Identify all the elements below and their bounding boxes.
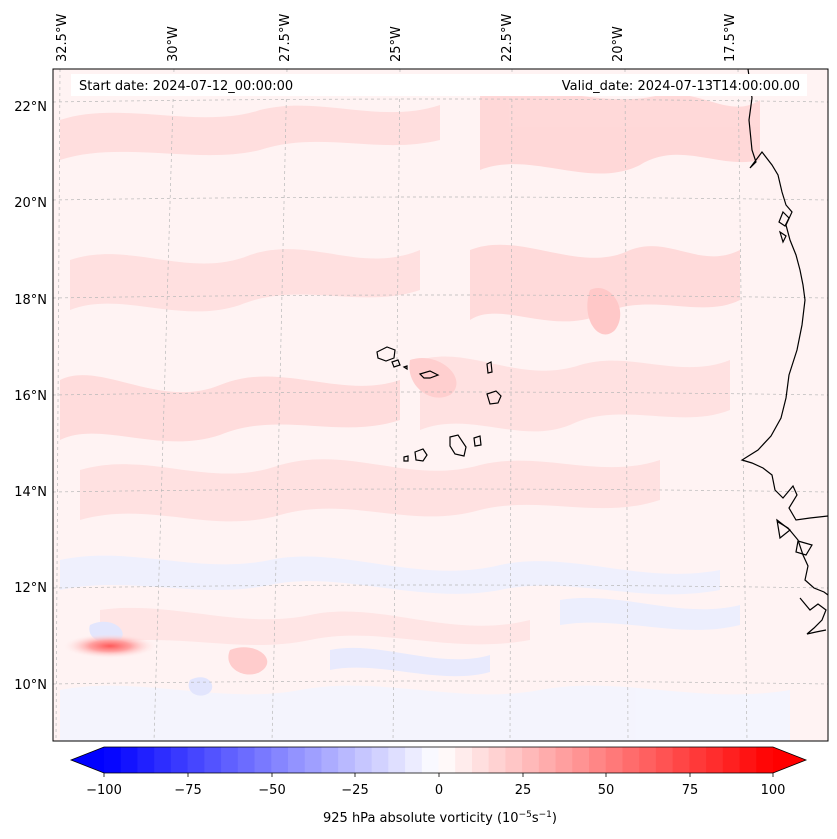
colorbar-cell — [739, 747, 757, 773]
lon-label: 20°W — [611, 26, 626, 62]
colorbar-ticks — [103, 773, 774, 777]
colorbar-cell — [505, 747, 523, 773]
lon-label: 25°W — [389, 26, 404, 62]
vorticity-maximum — [64, 634, 156, 658]
colorbar-cell — [321, 747, 339, 773]
lon-label: 32.5°W — [55, 14, 70, 62]
lat-label: 22°N — [14, 100, 47, 115]
colorbar-label: 925 hPa absolute vorticity (10−5s−1) — [323, 810, 557, 826]
lon-label: 30°W — [166, 26, 181, 62]
colorbar-tick-label: 100 — [761, 783, 786, 798]
colorbar-cell — [154, 747, 172, 773]
lat-label: 18°N — [14, 293, 47, 308]
colorbar-cell — [639, 747, 657, 773]
lat-label: 10°N — [14, 678, 47, 693]
island-santiago — [449, 434, 467, 457]
colorbar-cell — [488, 747, 506, 773]
lat-label: 20°N — [14, 196, 47, 211]
vorticity-field — [60, 87, 790, 741]
header-box — [71, 74, 807, 96]
colorbar-cell — [354, 747, 373, 773]
colorbar-cell — [388, 747, 406, 773]
colorbar-tick-labels: −100 −75 −50 −25 0 25 50 75 100 — [86, 783, 785, 798]
island-sal — [486, 361, 493, 374]
island-sao-nicolau — [418, 370, 440, 379]
graticule — [53, 69, 828, 741]
colorbar-tick-label: 0 — [435, 783, 443, 798]
colorbar-cell — [522, 747, 540, 773]
colorbar-cell — [187, 747, 205, 773]
map-frame — [52, 68, 829, 742]
colorbar-extend-min — [71, 747, 104, 773]
colorbar-tick-label: 75 — [682, 783, 699, 798]
colorbar-cell — [237, 747, 256, 773]
colorbar-cell — [170, 747, 189, 773]
colorbar-cell — [104, 747, 122, 773]
colorbar-tick-label: −100 — [86, 783, 122, 798]
lon-label: 22.5°W — [500, 14, 515, 62]
colorbar-cell — [756, 747, 774, 773]
colorbar-cell — [371, 747, 389, 773]
colorbar-cell — [589, 747, 607, 773]
island-fogo — [414, 448, 428, 462]
colorbar-cell — [605, 747, 624, 773]
island-santo-antao — [376, 346, 396, 362]
colorbar-cell — [706, 747, 724, 773]
longitude-labels: 32.5°W 30°W 27.5°W 25°W 22.5°W 20°W 17.5… — [55, 14, 738, 62]
latitude-labels: 22°N 20°N 18°N 16°N 14°N 12°N 10°N — [14, 100, 47, 693]
colorbar-cells — [71, 747, 806, 773]
colorbar-cell — [287, 747, 306, 773]
lon-label: 27.5°W — [278, 14, 293, 62]
colorbar-cell — [421, 747, 440, 773]
lat-label: 16°N — [14, 389, 47, 404]
cape-verde-islands — [376, 346, 502, 462]
colorbar-cell — [655, 747, 674, 773]
colorbar-cell — [572, 747, 590, 773]
colorbar-cell — [204, 747, 222, 773]
colorbar-cell — [137, 747, 155, 773]
lat-label: 12°N — [14, 581, 47, 596]
coastline — [740, 69, 828, 635]
colorbar-tick-label: −50 — [258, 783, 285, 798]
colorbar-cell — [338, 747, 356, 773]
colorbar-cell — [438, 747, 456, 773]
colorbar-extend-max — [773, 747, 806, 773]
island-sao-vicente — [391, 359, 401, 368]
colorbar-cell — [622, 747, 640, 773]
colorbar-cell — [689, 747, 707, 773]
colorbar-cell — [254, 747, 272, 773]
colorbar-cell — [555, 747, 573, 773]
island-maio — [473, 435, 482, 447]
colorbar-cell — [471, 747, 490, 773]
colorbar-cell — [455, 747, 473, 773]
island-brava — [403, 455, 409, 462]
colorbar-cell — [221, 747, 239, 773]
island-boa-vista — [486, 390, 502, 405]
colorbar-cell — [672, 747, 690, 773]
colorbar-tick-label: 25 — [515, 783, 532, 798]
colorbar-tick-label: 50 — [598, 783, 615, 798]
map-panel — [53, 69, 828, 741]
colorbar-cell — [271, 747, 289, 773]
lat-label: 14°N — [14, 485, 47, 500]
africa-coastline — [740, 69, 828, 521]
lon-label: 17.5°W — [723, 14, 738, 62]
colorbar-cell — [405, 747, 423, 773]
colorbar-tick-label: −25 — [341, 783, 368, 798]
start-date-label: Start date: 2024-07-12_00:00:00 — [79, 79, 293, 94]
colorbar-cell — [538, 747, 557, 773]
colorbar-tick-label: −75 — [174, 783, 201, 798]
colorbar-cell — [722, 747, 741, 773]
colorbar-cell — [304, 747, 323, 773]
colorbar-cell — [120, 747, 139, 773]
valid-date-label: Valid_date: 2024-07-13T14:00:00.00 — [562, 79, 800, 94]
colorbar: −100 −75 −50 −25 0 25 50 75 100 925 hPa … — [69, 746, 808, 826]
